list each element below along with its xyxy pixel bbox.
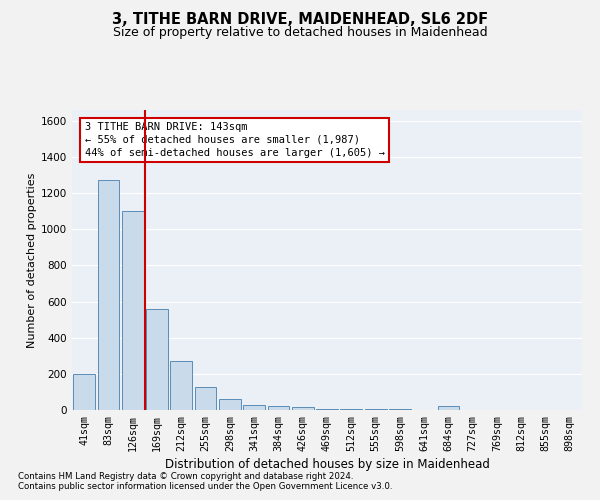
Bar <box>389 409 411 410</box>
Text: Contains HM Land Registry data © Crown copyright and database right 2024.: Contains HM Land Registry data © Crown c… <box>18 472 353 481</box>
Bar <box>365 409 386 410</box>
Text: Contains public sector information licensed under the Open Government Licence v3: Contains public sector information licen… <box>18 482 392 491</box>
Bar <box>122 211 143 410</box>
Bar <box>340 409 362 410</box>
Text: Size of property relative to detached houses in Maidenhead: Size of property relative to detached ho… <box>113 26 487 39</box>
Bar <box>219 399 241 410</box>
Bar <box>292 408 314 410</box>
Bar <box>437 406 460 410</box>
Bar <box>243 404 265 410</box>
Bar <box>194 388 217 410</box>
Bar <box>316 409 338 410</box>
Bar <box>170 361 192 410</box>
Y-axis label: Number of detached properties: Number of detached properties <box>27 172 37 348</box>
Bar <box>97 180 119 410</box>
Bar <box>268 406 289 410</box>
Text: 3 TITHE BARN DRIVE: 143sqm
← 55% of detached houses are smaller (1,987)
44% of s: 3 TITHE BARN DRIVE: 143sqm ← 55% of deta… <box>85 122 385 158</box>
X-axis label: Distribution of detached houses by size in Maidenhead: Distribution of detached houses by size … <box>164 458 490 471</box>
Text: 3, TITHE BARN DRIVE, MAIDENHEAD, SL6 2DF: 3, TITHE BARN DRIVE, MAIDENHEAD, SL6 2DF <box>112 12 488 28</box>
Bar <box>73 374 95 410</box>
Bar <box>146 309 168 410</box>
